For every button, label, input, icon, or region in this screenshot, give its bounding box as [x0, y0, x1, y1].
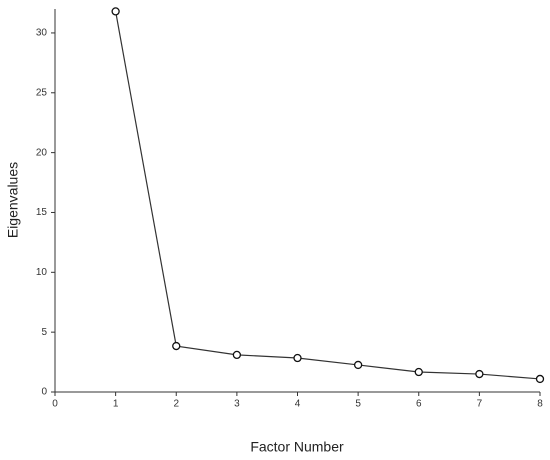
x-tick-label: 2 — [173, 399, 179, 410]
x-tick-label: 4 — [295, 399, 301, 410]
x-tick-label: 6 — [416, 399, 422, 410]
y-tick-label: 20 — [36, 147, 48, 158]
y-axis-title: Eigenvalues — [5, 162, 21, 238]
point — [172, 341, 181, 351]
y-tick-label: 25 — [36, 87, 48, 98]
point — [414, 367, 423, 377]
y-tick-label: 10 — [36, 267, 48, 278]
y-tick-label: 0 — [41, 387, 47, 398]
x-axis-title: Factor Number — [250, 439, 344, 455]
point — [535, 374, 545, 384]
x-tick-label: 5 — [355, 399, 361, 410]
x-tick-label: 7 — [477, 399, 483, 410]
x-tick-label: 8 — [537, 399, 543, 410]
y-tick-label: 30 — [36, 28, 48, 39]
point — [293, 353, 302, 363]
point — [111, 7, 120, 16]
x-tick-label: 0 — [52, 399, 58, 410]
point — [475, 369, 484, 379]
y-tick-label: 15 — [36, 207, 48, 218]
y-tick-label: 5 — [41, 327, 47, 338]
series-line — [115, 11, 541, 380]
x-tick-label: 1 — [113, 399, 119, 410]
point — [353, 360, 363, 370]
x-tick-label: 3 — [234, 399, 240, 410]
point — [232, 350, 242, 360]
